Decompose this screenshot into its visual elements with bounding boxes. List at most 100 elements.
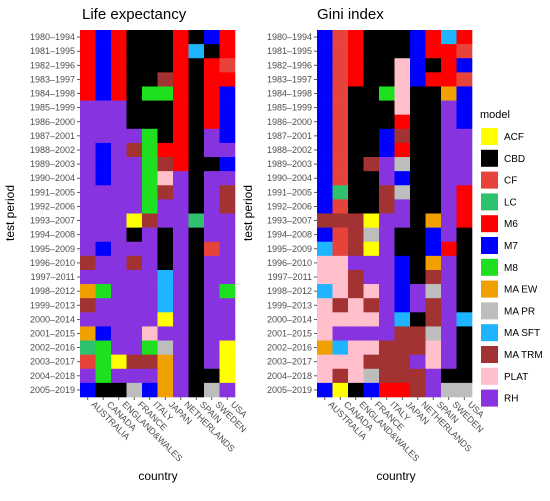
heatmap-cell	[188, 340, 205, 355]
heatmap-cell	[95, 284, 112, 299]
heatmap-cell	[111, 326, 127, 341]
heatmap-cell	[219, 326, 236, 341]
heatmap-cell	[95, 58, 112, 73]
heatmap-cell	[410, 227, 426, 243]
heatmap-cell	[394, 58, 411, 73]
heatmap-cell	[456, 284, 473, 299]
heatmap-cell	[188, 58, 205, 73]
y-tick-label: 2000–2014	[267, 314, 312, 324]
heatmap-cell	[173, 58, 189, 73]
heatmap-cell	[157, 340, 174, 355]
heatmap-cell	[188, 128, 205, 144]
heatmap-cell	[80, 128, 96, 144]
y-tick-label: 1994–2008	[30, 230, 75, 240]
heatmap-cell	[111, 58, 127, 73]
heatmap-cell	[111, 382, 127, 398]
heatmap-cell	[332, 100, 349, 115]
heatmap-cell	[441, 255, 457, 271]
heatmap-cell	[204, 157, 220, 172]
heatmap-cell	[142, 142, 158, 158]
y-tick-label: 1997–2011	[268, 272, 312, 282]
heatmap-cell	[441, 227, 457, 243]
heatmap-cell	[379, 227, 395, 243]
heatmap-cell	[379, 312, 395, 327]
heatmap-cell	[456, 368, 473, 384]
heatmap-cell	[441, 213, 457, 228]
heatmap-cell	[173, 227, 189, 243]
heatmap-cell	[441, 44, 457, 59]
y-tick-label: 2001–2015	[30, 328, 75, 338]
heatmap-cell	[126, 157, 143, 172]
heatmap-cell	[157, 157, 174, 172]
heatmap-cell	[126, 114, 143, 130]
heatmap-cell	[142, 284, 158, 299]
heatmap-cell	[173, 185, 189, 200]
heatmap-cell	[126, 298, 143, 313]
heatmap-cell	[142, 86, 158, 101]
heatmap-cell	[173, 340, 189, 355]
heatmap-cell	[456, 312, 473, 327]
heatmap-cell	[317, 128, 333, 144]
heatmap-cell	[126, 171, 143, 186]
heatmap-cell	[332, 128, 349, 144]
heatmap-cell	[317, 368, 333, 384]
heatmap-cell	[425, 30, 442, 45]
legend-swatch	[481, 346, 498, 363]
heatmap-cell	[379, 354, 395, 370]
heatmap-cell	[425, 326, 442, 341]
heatmap-cell	[363, 340, 380, 355]
heatmap-cell	[157, 368, 174, 384]
heatmap-cell	[157, 199, 174, 214]
heatmap-cell	[456, 100, 473, 115]
heatmap-cell	[157, 142, 174, 158]
y-tick-label: 1984–1998	[267, 89, 312, 99]
heatmap-cell	[410, 114, 426, 130]
heatmap-cell	[441, 382, 457, 398]
y-tick-label: 1985–1999	[267, 103, 312, 113]
heatmap-cell	[456, 72, 473, 87]
heatmap-cell	[173, 326, 189, 341]
y-tick-label: 1980–1994	[30, 32, 75, 42]
heatmap-cell	[204, 298, 220, 313]
y-tick-label: 1985–1999	[30, 103, 75, 113]
heatmap-cell	[363, 72, 380, 87]
heatmap-cell	[317, 284, 333, 299]
y-tick-label: 1997–2011	[31, 272, 75, 282]
heatmap-cell	[95, 382, 112, 398]
heatmap-cell	[95, 269, 112, 285]
heatmap-cell	[456, 44, 473, 59]
heatmap-cell	[441, 368, 457, 384]
y-tick-label: 1981–1995	[267, 46, 312, 56]
heatmap-cell	[95, 30, 112, 45]
heatmap-cell	[126, 213, 143, 228]
heatmap-cell	[219, 86, 236, 101]
heatmap-cell	[332, 72, 349, 87]
heatmap-cell	[111, 171, 127, 186]
heatmap-cell	[126, 185, 143, 200]
heatmap-cell	[394, 72, 411, 87]
heatmap-cell	[219, 157, 236, 172]
x-axis-title: country	[376, 469, 415, 483]
heatmap-cell	[317, 326, 333, 341]
heatmap-cell	[204, 326, 220, 341]
heatmap-cell	[410, 72, 426, 87]
heatmap-cell	[80, 157, 96, 172]
heatmap-cell	[379, 255, 395, 271]
heatmap-cell	[80, 312, 96, 327]
heatmap-cell	[126, 142, 143, 158]
heatmap-cell	[332, 199, 349, 214]
heatmap-cell	[394, 44, 411, 59]
heatmap-cell	[142, 326, 158, 341]
heatmap-cell	[126, 255, 143, 271]
panel-title-gini-index: Gini index	[317, 6, 384, 23]
y-tick-label: 2004–2018	[267, 371, 312, 381]
heatmap-cell	[126, 269, 143, 285]
x-tick-labels: AUSTRALIACANADAENGLAND&WALESFRANCEITALYJ…	[324, 397, 486, 463]
heatmap-cell	[394, 354, 411, 370]
heatmap-cell	[188, 142, 205, 158]
legend-swatch	[481, 367, 498, 385]
y-tick-label: 1980–1994	[267, 32, 312, 42]
heatmap-cell	[441, 269, 457, 285]
heatmap-cell	[348, 213, 364, 228]
heatmap-cell	[111, 100, 127, 115]
